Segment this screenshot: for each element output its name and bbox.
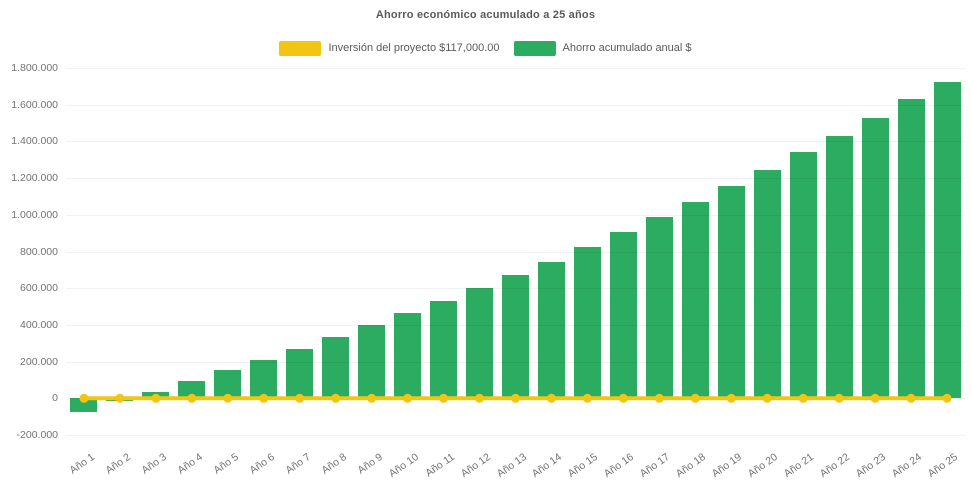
investment-line-point-ano-17[interactable] [654,393,664,403]
investment-line-point-ano-7[interactable] [295,393,305,403]
y-axis-tick-0: 0 [52,392,58,405]
gridline-1.800.000 [66,68,965,69]
investment-line-point-ano-13[interactable] [511,393,520,403]
investment-line-point-ano-9[interactable] [367,393,377,403]
bar-ano-8[interactable] [322,337,350,399]
investment-line-point-ano-2[interactable] [115,393,125,403]
investment-line-point-ano-20[interactable] [762,393,772,403]
investment-line-point-ano-8[interactable] [331,393,341,403]
investment-line-series [79,393,952,403]
bar-ano-6[interactable] [250,360,278,399]
investment-line-point-ano-4[interactable] [187,393,197,403]
investment-line-point-ano-3[interactable] [151,393,161,403]
y-axis-tick--200.000: -200.000 [16,429,58,441]
bar-ano-23[interactable] [861,117,889,399]
bar-ano-11[interactable] [430,301,458,399]
bar-ano-1[interactable] [70,398,98,412]
plot-area: -200.000 0 200.000 400.000 600.000 800.000 1.0… [11,62,965,480]
gridline--200.000 [66,435,965,436]
bar-ano-15[interactable] [573,247,601,399]
legend-label-investment: Inversión del proyecto $117,000.00 [328,42,500,54]
bar-ano-14[interactable] [537,262,565,399]
savings-bar-swatch [513,40,556,56]
bar-ano-18[interactable] [681,202,709,399]
bar-ano-16[interactable] [609,231,637,399]
bar-ano-25[interactable] [933,82,961,399]
legend-item-savings[interactable]: Ahorro acumulado anual $ [513,40,692,56]
chart-title: Ahorro económico acumulado a 25 años [375,9,596,21]
legend-label-savings: Ahorro acumulado anual $ [562,42,692,54]
y-axis-tick-400.000: 400.000 [20,318,58,331]
gridline-200.000 [66,361,965,363]
gridline-1.000.000 [66,214,965,216]
investment-line-point-ano-11[interactable] [439,393,449,403]
gridline-400.000 [66,324,965,326]
gridline-1.400.000 [66,141,965,143]
bar-ano-22[interactable] [825,135,853,399]
gridline-1.600.000 [66,104,965,106]
bar-ano-24[interactable] [897,99,925,399]
investment-line-point-ano-12[interactable] [475,393,485,403]
investment-line-point-ano-16[interactable] [618,393,628,403]
investment-line-point-ano-15[interactable] [582,393,592,403]
y-axis-tick-1.000.000: 1.000.000 [11,208,58,221]
investment-line-swatch [279,40,322,56]
bar-ano-20[interactable] [753,169,781,399]
bar-ano-10[interactable] [394,312,422,399]
investment-line-point-ano-14[interactable] [546,393,556,403]
investment-line-point-ano-6[interactable] [259,393,269,403]
bar-ano-9[interactable] [358,324,386,399]
investment-line-point-ano-22[interactable] [834,393,844,403]
y-axis-tick-1.200.000: 1.200.000 [11,172,58,185]
gridline-1.200.000 [66,178,965,180]
investment-line-point-ano-10[interactable] [403,393,413,403]
investment-line-point-ano-23[interactable] [870,393,880,403]
y-axis-tick-600.000: 600.000 [20,282,58,295]
investment-line-point-ano-1[interactable] [79,393,89,403]
bar-ano-19[interactable] [717,185,745,399]
y-axis-tick-200.000: 200.000 [20,355,58,368]
investment-line-point-ano-25[interactable] [942,393,952,403]
gridline-600.000 [66,288,965,290]
bar-ano-5[interactable] [214,370,242,399]
y-axis-tick-1.600.000: 1.600.000 [11,98,58,111]
bar-ano-13[interactable] [502,274,529,399]
bar-ano-17[interactable] [645,217,673,399]
bar-ano-7[interactable] [286,349,314,399]
bar-ano-12[interactable] [466,287,494,399]
legend: Inversión del proyecto $117,000.00 Ahorr… [0,39,971,57]
investment-line-point-ano-24[interactable] [906,393,916,403]
investment-line-point-ano-21[interactable] [798,393,808,403]
bar-ano-4[interactable] [178,380,206,399]
y-axis-tick-1.400.000: 1.400.000 [11,135,58,148]
investment-line-point-ano-18[interactable] [690,393,700,403]
y-axis-tick-1.800.000: 1.800.000 [11,62,58,74]
gridline-800.000 [66,251,965,253]
investment-line-point-ano-19[interactable] [726,393,736,403]
investment-line-point-ano-5[interactable] [223,393,233,403]
legend-item-investment[interactable]: Inversión del proyecto $117,000.00 [279,40,500,56]
y-axis-tick-800.000: 800.000 [20,245,58,258]
bar-ano-21[interactable] [789,152,817,399]
